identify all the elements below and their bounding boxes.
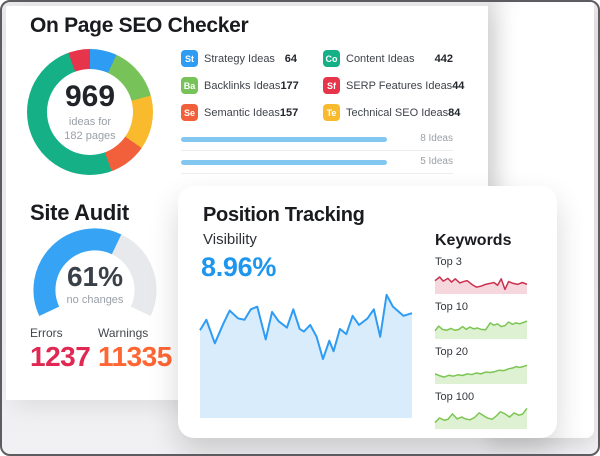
keyword-bucket-label: Top 100 — [435, 391, 475, 403]
position-tracking-title: Position Tracking — [203, 204, 365, 226]
gauge-arc — [33, 228, 157, 316]
idea-type-badge: Co — [323, 50, 340, 67]
idea-count: 442 — [434, 52, 453, 65]
site-audit-title: Site Audit — [30, 200, 129, 225]
idea-progress-row: 8 Ideas — [181, 128, 453, 151]
site-health-value: 61% — [66, 261, 124, 292]
site-health-sublabel: no changes — [66, 294, 124, 306]
idea-progress-label: 5 Ideas — [420, 156, 453, 167]
legend-item: Ba Backlinks Ideas 177 — [181, 77, 299, 94]
donut-sublabel: ideas for 182 pages — [64, 115, 116, 142]
idea-type-label: Content Ideas — [346, 52, 415, 65]
idea-type-badge: Se — [181, 104, 198, 121]
keyword-bucket-label: Top 20 — [435, 346, 469, 358]
errors-value: 1237 — [30, 341, 91, 372]
keyword-sparkline — [435, 361, 527, 384]
warnings-value: 11335 — [98, 341, 172, 372]
idea-type-label: Semantic Ideas — [204, 106, 280, 119]
legend-item: Co Content Ideas 442 — [323, 50, 453, 67]
keyword-bucket-label: Top 3 — [435, 256, 462, 268]
keyword-trend-item: Top 3 — [435, 256, 527, 294]
idea-type-label: Strategy Ideas — [204, 52, 275, 65]
ideas-donut-chart: 969 ideas for 182 pages — [27, 49, 153, 175]
idea-type-badge: Sf — [323, 77, 340, 94]
errors-stat: Errors 1237 — [30, 326, 91, 372]
keyword-trend-item: Top 100 — [435, 391, 527, 429]
keyword-sparkline — [435, 271, 527, 294]
visibility-value: 8.96% — [201, 252, 277, 282]
visibility-label: Visibility — [203, 231, 257, 248]
idea-count: 44 — [452, 79, 465, 92]
visibility-area-chart — [200, 287, 412, 418]
keywords-list: Top 3 Top 10 Top 20 Top 100 — [435, 256, 527, 436]
idea-count: 84 — [448, 106, 461, 119]
idea-type-badge: Te — [323, 104, 340, 121]
idea-type-label: Technical SEO Ideas — [346, 106, 449, 119]
idea-progress-list: 8 Ideas 5 Ideas — [181, 128, 453, 174]
idea-count: 157 — [279, 106, 299, 119]
idea-progress-label: 8 Ideas — [420, 133, 453, 144]
warnings-label: Warnings — [98, 326, 149, 340]
position-tracking-card[interactable]: Position Tracking Visibility 8.96% Keywo… — [178, 186, 557, 438]
idea-type-label: Backlinks Ideas — [204, 79, 281, 92]
idea-progress-bar — [181, 160, 387, 165]
idea-progress-row: 5 Ideas — [181, 151, 453, 174]
keyword-sparkline — [435, 406, 527, 429]
idea-progress-bar — [181, 137, 387, 142]
idea-type-badge: Ba — [181, 77, 198, 94]
keyword-trend-item: Top 10 — [435, 301, 527, 339]
legend-item: Sf SERP Features Ideas 44 — [323, 77, 464, 94]
keywords-title: Keywords — [435, 232, 512, 249]
total-ideas-value: 969 — [64, 79, 116, 113]
site-health-gauge: 61% no changes — [25, 228, 165, 324]
legend-item: Te Technical SEO Ideas 84 — [323, 104, 460, 121]
errors-label: Errors — [30, 326, 63, 340]
idea-count: 64 — [284, 52, 297, 65]
idea-type-label: SERP Features Ideas — [346, 79, 453, 92]
keyword-sparkline — [435, 316, 527, 339]
ideas-legend: St Strategy Ideas 64 Ba Backlinks Ideas … — [181, 50, 464, 121]
idea-count: 177 — [280, 79, 299, 92]
idea-type-badge: St — [181, 50, 198, 67]
donut-center: 969 ideas for 182 pages — [47, 69, 133, 155]
warnings-stat: Warnings 11335 — [98, 326, 172, 371]
onpage-seo-checker-title: On Page SEO Checker — [30, 14, 249, 37]
legend-item: St Strategy Ideas 64 — [181, 50, 297, 67]
keyword-trend-item: Top 20 — [435, 346, 527, 384]
keyword-bucket-label: Top 10 — [435, 301, 469, 313]
legend-item: Se Semantic Ideas 157 — [181, 104, 299, 121]
